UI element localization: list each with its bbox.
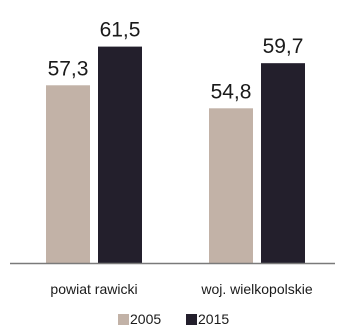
value-label-2005-0: 57,3	[48, 57, 89, 80]
value-label-2015-1: 59,7	[263, 35, 304, 58]
category-label-0: powiat rawicki	[50, 281, 137, 297]
value-label-2015-0: 61,5	[100, 19, 141, 42]
value-labels-group: 57,3 61,5 54,8 59,7	[48, 19, 304, 104]
legend-swatch-2005	[118, 314, 129, 325]
category-labels-group: powiat rawicki woj. wielkopolskie	[50, 281, 312, 297]
bar-2015-1	[261, 63, 305, 263]
category-label-1: woj. wielkopolskie	[200, 281, 312, 297]
bar-2005-1	[209, 108, 253, 263]
bar-2005-0	[46, 85, 90, 263]
legend-label-2005: 2005	[130, 311, 161, 327]
legend-swatch-2015	[186, 314, 197, 325]
legend: 2005 2015	[118, 311, 229, 327]
bars-group	[46, 46, 305, 263]
bar-2015-0	[98, 46, 142, 263]
value-label-2005-1: 54,8	[211, 80, 252, 103]
legend-label-2015: 2015	[198, 311, 229, 327]
